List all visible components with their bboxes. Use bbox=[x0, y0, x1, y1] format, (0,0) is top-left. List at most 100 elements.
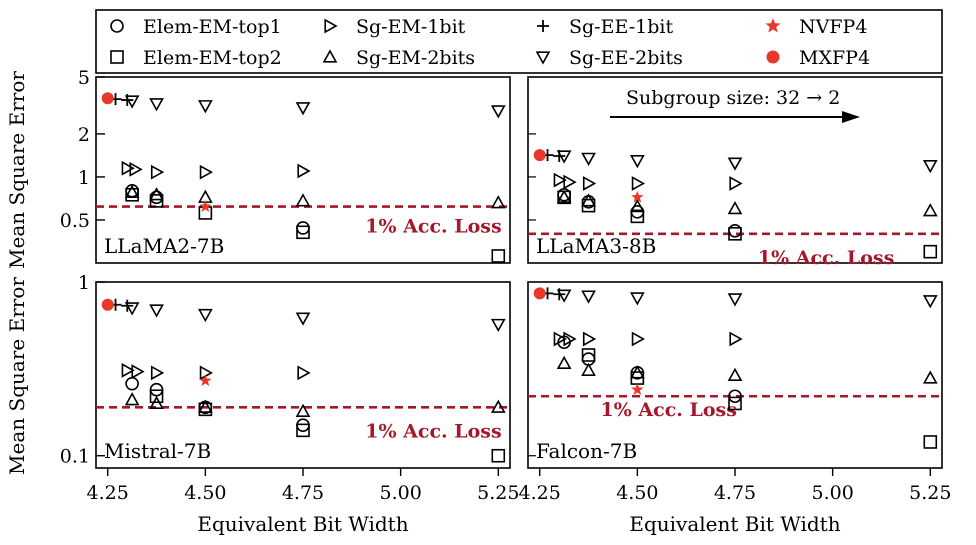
point-sg-em-2bits bbox=[922, 203, 938, 217]
point-elem-em-top2 bbox=[491, 448, 506, 463]
point-sg-ee-2bits bbox=[922, 295, 938, 309]
point-mxfp4 bbox=[101, 298, 114, 311]
x-tick-label: 4.25 bbox=[519, 482, 561, 504]
point-sg-ee-2bits bbox=[197, 308, 213, 323]
point-sg-ee-2bits bbox=[295, 312, 311, 326]
point-elem-em-top2 bbox=[296, 423, 310, 438]
point-sg-em-2bits bbox=[922, 370, 938, 384]
point-sg-em-1bit bbox=[121, 363, 135, 378]
point-elem-em-top2 bbox=[149, 389, 164, 404]
point-sg-em-1bit bbox=[563, 174, 577, 190]
point-elem-em-top2 bbox=[296, 225, 310, 240]
point-sg-em-2bits bbox=[629, 198, 645, 213]
point-sg-em-2bits bbox=[581, 362, 596, 376]
point-sg-em-2bits bbox=[124, 392, 140, 406]
point-sg-em-2bits bbox=[124, 184, 140, 198]
threshold-label: 1% Acc. Loss bbox=[365, 420, 501, 442]
point-sg-em-1bit bbox=[582, 331, 597, 347]
legend-label-sg-ee-1bit: Sg-EE-1bit bbox=[569, 16, 673, 38]
legend-box bbox=[95, 9, 943, 74]
x-tick-label: 5.25 bbox=[477, 482, 519, 504]
panel-llama2-7b: 0.5 1 2 5 1% Acc. Loss LLaMA2-7B bbox=[60, 67, 511, 264]
point-sg-em-2bits bbox=[727, 367, 743, 382]
point-mxfp4 bbox=[101, 92, 114, 105]
panel-title: Mistral-7B bbox=[104, 439, 211, 463]
point-elem-em-top2 bbox=[125, 187, 139, 202]
x-tick-label: 4.75 bbox=[714, 482, 756, 504]
legend-label-sg-em-1bit: Sg-EM-1bit bbox=[356, 16, 466, 38]
point-sg-em-1bit bbox=[150, 365, 165, 381]
point-sg-ee-2bits bbox=[490, 318, 506, 333]
point-sg-em-1bit bbox=[553, 172, 567, 188]
point-sg-em-2bits bbox=[629, 365, 645, 379]
point-elem-em-top2 bbox=[728, 396, 742, 411]
y-axis-label: Mean Square Error bbox=[5, 277, 29, 475]
point-sg-ee-2bits bbox=[124, 95, 140, 109]
point-elem-em-top2 bbox=[728, 227, 742, 241]
point-sg-ee-2bits bbox=[629, 155, 645, 169]
point-sg-ee-2bits bbox=[197, 100, 213, 114]
y-axis-label: Mean Square Error bbox=[5, 71, 29, 269]
point-sg-ee-2bits bbox=[629, 292, 645, 306]
x-axis-label: Equivalent Bit Width bbox=[629, 512, 840, 536]
point-elem-em-top2 bbox=[581, 348, 596, 362]
legend: Elem-EM-top1 Elem-EM-top2 Sg-EM-1bit Sg-EM-… bbox=[95, 9, 943, 74]
point-mxfp4 bbox=[533, 149, 546, 162]
point-sg-em-1bit bbox=[131, 364, 145, 379]
point-sg-ee-2bits bbox=[556, 150, 572, 164]
threshold-label: 1% Acc. Loss bbox=[601, 399, 737, 421]
legend-marker-nvfp4 bbox=[765, 18, 781, 33]
legend-label-sg-em-2bits: Sg-EM-2bits bbox=[356, 47, 475, 69]
point-sg-em-1bit bbox=[563, 331, 577, 347]
point-nvfp4 bbox=[631, 383, 644, 395]
legend-label-mxfp4: MXFP4 bbox=[799, 47, 870, 69]
legend-marker-sg-em-1bit bbox=[324, 18, 338, 34]
panel-title: LLaMA3-8B bbox=[536, 234, 656, 258]
point-sg-em-2bits bbox=[295, 403, 311, 417]
subgroup-arrowhead bbox=[842, 111, 860, 123]
point-sg-ee-2bits bbox=[295, 102, 311, 116]
panel-falcon-7b: 4.25 4.50 4.75 5.00 5.25 1% Acc. Loss Falcon-7… bbox=[519, 281, 951, 504]
x-tick-label: 4.25 bbox=[87, 482, 129, 504]
threshold-label: 1% Acc. Loss bbox=[365, 216, 501, 238]
x-tick-label: 5.00 bbox=[811, 482, 853, 504]
legend-marker-elem-em-top2 bbox=[110, 50, 124, 64]
point-elem-em-top2 bbox=[923, 435, 938, 449]
point-elem-em-top2 bbox=[491, 249, 506, 263]
y-tick-label: 1 bbox=[78, 167, 90, 189]
x-tick-label: 4.50 bbox=[184, 482, 226, 504]
point-sg-ee-2bits bbox=[922, 160, 938, 174]
point-sg-em-1bit bbox=[150, 164, 165, 180]
point-sg-em-1bit bbox=[199, 365, 214, 381]
legend-marker-sg-ee-2bits bbox=[535, 51, 551, 65]
point-sg-ee-2bits bbox=[727, 293, 743, 307]
point-nvfp4 bbox=[631, 190, 644, 203]
panel-llama3-8b: 1% Acc. Loss LLaMA3-8B Subgroup size: 32 →… bbox=[527, 76, 943, 269]
point-sg-em-2bits bbox=[556, 189, 572, 203]
x-tick-label: 4.50 bbox=[616, 482, 658, 504]
point-sg-em-1bit bbox=[129, 161, 143, 177]
legend-label-sg-ee-2bits: Sg-EE-2bits bbox=[569, 47, 683, 69]
plot-frame bbox=[527, 281, 943, 469]
legend-marker-sg-ee-1bit bbox=[537, 20, 549, 32]
panel-title: LLaMA2-7B bbox=[104, 234, 224, 258]
x-axis-label: Equivalent Bit Width bbox=[197, 512, 408, 536]
point-elem-em-top2 bbox=[149, 194, 164, 208]
point-sg-em-2bits bbox=[490, 195, 506, 209]
point-sg-ee-2bits bbox=[149, 304, 164, 318]
threshold-label: 1% Acc. Loss bbox=[758, 247, 894, 269]
point-sg-ee-2bits bbox=[727, 157, 743, 171]
point-sg-em-1bit bbox=[631, 176, 646, 191]
axis-labels: Mean Square Error Mean Square Error Equiva… bbox=[5, 71, 841, 536]
panel-mistral-7b: 0.1 1 4.25 4.50 4.75 5.00 5.25 1% Acc. Loss Mist… bbox=[60, 272, 520, 504]
point-sg-em-1bit bbox=[631, 331, 646, 347]
subgroup-annotation: Subgroup size: 32 → 2 bbox=[626, 87, 840, 109]
point-sg-em-1bit bbox=[297, 365, 311, 381]
legend-label-elem-em-top2: Elem-EM-top2 bbox=[143, 47, 282, 69]
point-sg-em-1bit bbox=[582, 176, 597, 191]
point-sg-em-1bit bbox=[729, 176, 743, 191]
point-sg-em-2bits bbox=[556, 355, 572, 369]
point-elem-em-top2 bbox=[923, 244, 938, 259]
panel-title: Falcon-7B bbox=[536, 439, 637, 463]
